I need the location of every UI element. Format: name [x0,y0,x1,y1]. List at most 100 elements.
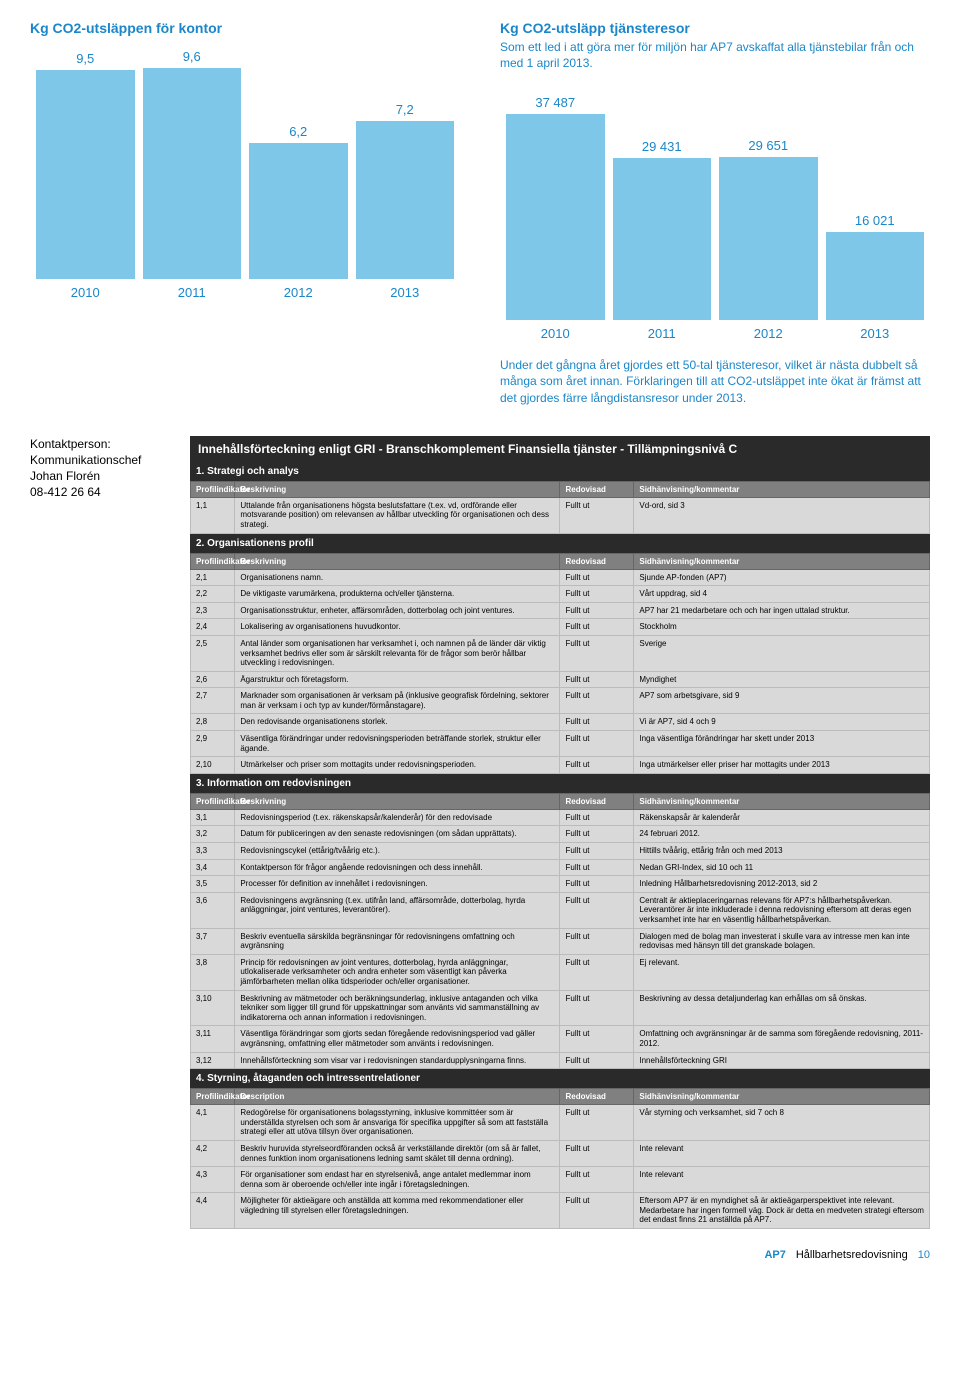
bar-value-label: 37 487 [535,95,575,110]
table-cell: 2,10 [191,757,235,774]
gri-table: ProfilindikatorBeskrivningRedovisadSidhä… [190,481,930,534]
contact-role: Kommunikationschef [30,452,170,468]
table-row: 4,4Möjligheter för aktieägare och anstäl… [191,1193,930,1229]
footer-doc: Hållbarhetsredovisning [796,1249,908,1261]
table-cell: Fullt ut [560,714,634,731]
table-cell: För organisationer som endast har en sty… [235,1167,560,1193]
bar [143,68,242,279]
table-cell: 3,5 [191,876,235,893]
table-row: 2,8Den redovisande organisationens storl… [191,714,930,731]
table-cell: Sverige [634,635,930,671]
table-cell: 3,12 [191,1052,235,1069]
table-cell: 24 februari 2012. [634,826,930,843]
bar-value-label: 9,5 [76,51,94,66]
table-cell: Nedan GRI-Index, sid 10 och 11 [634,859,930,876]
table-cell: Antal länder som organisationen har verk… [235,635,560,671]
table-cell: Innehållsförteckning som visar var i red… [235,1052,560,1069]
bar [356,121,455,279]
table-header: Beskrivning [235,481,560,497]
table-cell: Fullt ut [560,497,634,533]
bar-2011: 29 4312011 [613,139,712,341]
table-cell: Beskrivning av mätmetoder och beräknings… [235,990,560,1026]
table-cell: Väsentliga förändringar som gjorts sedan… [235,1026,560,1052]
contact-person: Johan Florén [30,468,170,484]
table-cell: Redovisningens avgränsning (t.ex. utifrå… [235,892,560,928]
table-cell: 1,1 [191,497,235,533]
contact-heading: Kontaktperson: [30,436,170,452]
gri-section-title: 4. Styrning, åtaganden och intressentrel… [190,1069,930,1088]
table-cell: Vår styrning och verksamhet, sid 7 och 8 [634,1105,930,1141]
table-row: 3,4Kontaktperson för frågor angående red… [191,859,930,876]
table-cell: 3,1 [191,809,235,826]
table-header: Description [235,1089,560,1105]
table-row: 2,4Lokalisering av organisationens huvud… [191,619,930,636]
table-cell: Fullt ut [560,859,634,876]
gri-section-title: 3. Information om redovisningen [190,774,930,793]
table-row: 4,3För organisationer som endast har en … [191,1167,930,1193]
table-row: 3,6Redovisningens avgränsning (t.ex. uti… [191,892,930,928]
table-cell: Fullt ut [560,619,634,636]
table-cell: 3,8 [191,954,235,990]
table-cell: 3,11 [191,1026,235,1052]
bar-2011: 9,62011 [143,49,242,300]
bar-value-label: 16 021 [855,213,895,228]
table-cell: Redovisningsperiod (t.ex. räkenskapsår/k… [235,809,560,826]
table-cell: 3,6 [191,892,235,928]
table-header: Redovisad [560,553,634,569]
table-row: 3,1Redovisningsperiod (t.ex. räkenskapså… [191,809,930,826]
contact-phone: 08-412 26 64 [30,484,170,500]
table-row: 3,11Väsentliga förändringar som gjorts s… [191,1026,930,1052]
table-cell: Utmärkelser och priser som mottagits und… [235,757,560,774]
table-row: 2,5Antal länder som organisationen har v… [191,635,930,671]
table-row: 3,5Processer för definition av innehålle… [191,876,930,893]
chart-title: Kg CO2-utsläppen för kontor [30,20,460,36]
table-header: Profilindikator [191,553,235,569]
table-cell: Inga väsentliga förändringar har skett u… [634,731,930,757]
contact-block: Kontaktperson: Kommunikationschef Johan … [30,436,170,1229]
table-cell: Marknader som organisationen är verksam … [235,688,560,714]
table-cell: 2,2 [191,586,235,603]
table-cell: Fullt ut [560,876,634,893]
table-cell: Lokalisering av organisationens huvudkon… [235,619,560,636]
gri-table: ProfilindikatorBeskrivningRedovisadSidhä… [190,793,930,1069]
bar [249,143,348,279]
table-cell: AP7 som arbetsgivare, sid 9 [634,688,930,714]
table-cell: Myndighet [634,671,930,688]
table-row: 2,6Ägarstruktur och företagsform.Fullt u… [191,671,930,688]
bar-2013: 16 0212013 [826,213,925,341]
bar-category-label: 2011 [648,326,676,341]
table-cell: Beskriv huruvida styrelseordföranden ock… [235,1140,560,1166]
table-cell: Fullt ut [560,990,634,1026]
table-row: 2,9Väsentliga förändringar under redovis… [191,731,930,757]
chart-subtitle: Som ett led i att göra mer för miljön ha… [500,40,930,71]
table-row: 2,1Organisationens namn.Fullt utSjunde A… [191,569,930,586]
table-cell: Beskrivning av dessa detaljunderlag kan … [634,990,930,1026]
bar-category-label: 2012 [284,285,313,300]
table-cell: Fullt ut [560,843,634,860]
table-cell: 4,2 [191,1140,235,1166]
table-cell: Vd-ord, sid 3 [634,497,930,533]
table-cell: Fullt ut [560,586,634,603]
bar-category-label: 2010 [71,285,100,300]
bar [613,158,712,320]
bar-category-label: 2012 [754,326,783,341]
table-cell: Fullt ut [560,757,634,774]
table-cell: Redovisningscykel (ettårig/tvåårig etc.)… [235,843,560,860]
table-header: Sidhänvisning/kommentar [634,1089,930,1105]
table-cell: Räkenskapsår är kalenderår [634,809,930,826]
table-row: 3,10Beskrivning av mätmetoder och beräkn… [191,990,930,1026]
gri-index: Innehållsförteckning enligt GRI - Bransc… [190,436,930,1229]
table-cell: Omfattning och avgränsningar är de samma… [634,1026,930,1052]
table-cell: 2,7 [191,688,235,714]
bar-category-label: 2010 [541,326,570,341]
gri-table: ProfilindikatorBeskrivningRedovisadSidhä… [190,553,930,774]
table-row: 3,7Beskriv eventuella särskilda begränsn… [191,928,930,954]
table-cell: Organisationsstruktur, enheter, affärsom… [235,602,560,619]
table-cell: Fullt ut [560,1167,634,1193]
table-row: 3,12Innehållsförteckning som visar var i… [191,1052,930,1069]
table-cell: Väsentliga förändringar under redovisnin… [235,731,560,757]
table-cell: Vi är AP7, sid 4 och 9 [634,714,930,731]
table-cell: Fullt ut [560,892,634,928]
table-cell: Vårt uppdrag, sid 4 [634,586,930,603]
table-cell: Redogörelse för organisationens bolagsst… [235,1105,560,1141]
